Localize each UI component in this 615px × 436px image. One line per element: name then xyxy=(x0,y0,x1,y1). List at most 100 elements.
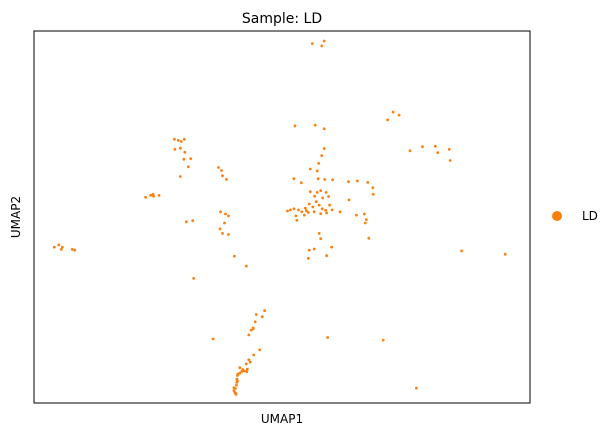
data-point xyxy=(448,159,452,162)
data-point xyxy=(317,232,321,235)
data-point xyxy=(70,248,74,251)
data-point xyxy=(179,140,183,143)
data-point xyxy=(292,177,296,181)
data-point xyxy=(238,366,242,370)
data-point xyxy=(178,146,182,150)
chart-title: Sample: LD xyxy=(242,11,322,27)
data-point xyxy=(302,213,306,217)
data-point xyxy=(366,181,370,184)
data-point xyxy=(247,333,251,337)
data-point xyxy=(297,208,300,212)
data-point xyxy=(217,166,220,169)
data-point xyxy=(316,177,320,181)
data-point xyxy=(182,137,186,141)
data-point xyxy=(289,208,292,212)
data-point xyxy=(391,110,395,114)
data-point xyxy=(253,320,257,324)
data-point xyxy=(244,264,248,268)
data-point xyxy=(258,348,262,352)
data-point xyxy=(367,236,371,240)
data-point xyxy=(307,202,311,206)
data-point xyxy=(328,203,331,207)
data-point xyxy=(59,248,63,251)
data-point xyxy=(311,205,315,209)
data-point xyxy=(326,336,329,339)
data-point xyxy=(292,207,296,211)
data-point xyxy=(325,254,328,258)
data-point xyxy=(245,367,249,371)
data-point xyxy=(183,150,187,154)
data-point xyxy=(319,189,323,193)
data-point xyxy=(236,374,239,377)
data-point xyxy=(503,252,507,256)
data-point xyxy=(191,219,195,223)
data-point xyxy=(60,245,64,249)
data-point xyxy=(144,195,148,199)
data-point xyxy=(322,147,326,151)
data-point xyxy=(347,180,350,184)
data-point xyxy=(415,386,418,390)
data-point xyxy=(293,124,297,128)
data-point xyxy=(235,381,239,384)
legend: LD xyxy=(552,209,598,223)
data-point xyxy=(252,353,256,357)
data-point xyxy=(310,42,314,45)
data-point xyxy=(57,243,61,247)
data-point xyxy=(233,254,236,258)
data-point xyxy=(322,39,326,43)
points-layer xyxy=(52,39,507,396)
data-point xyxy=(324,191,328,194)
data-point xyxy=(260,315,264,319)
y-axis-label: UMAP2 xyxy=(9,196,23,238)
data-point xyxy=(381,338,385,342)
data-point xyxy=(300,210,304,214)
data-point xyxy=(313,194,317,198)
data-point xyxy=(371,186,375,190)
data-point xyxy=(320,207,324,211)
data-point xyxy=(317,203,321,207)
data-point xyxy=(308,167,312,171)
data-point xyxy=(234,387,237,390)
data-point xyxy=(182,157,186,161)
data-point xyxy=(371,192,375,196)
data-point xyxy=(186,165,190,169)
data-point xyxy=(312,210,316,214)
data-point xyxy=(189,157,193,161)
data-point xyxy=(303,206,307,210)
data-point xyxy=(254,313,258,316)
data-point xyxy=(307,248,311,252)
legend-label-ld: LD xyxy=(582,209,598,223)
legend-marker-ld xyxy=(552,211,562,221)
data-point xyxy=(225,178,228,181)
data-point xyxy=(408,149,412,153)
data-point xyxy=(364,218,368,222)
data-point xyxy=(319,212,323,216)
data-point xyxy=(315,191,319,194)
data-point xyxy=(306,256,310,260)
data-point xyxy=(52,245,56,249)
data-point xyxy=(315,169,319,173)
data-point xyxy=(308,190,312,194)
data-point xyxy=(330,208,334,212)
data-point xyxy=(242,369,246,373)
data-point xyxy=(433,144,437,148)
data-point xyxy=(227,233,230,236)
data-point xyxy=(304,209,308,213)
data-point xyxy=(299,181,303,185)
data-point xyxy=(323,178,327,181)
data-point xyxy=(421,145,424,149)
data-point xyxy=(220,169,223,172)
x-axis-label: UMAP1 xyxy=(261,412,303,426)
data-point xyxy=(173,147,177,151)
data-point xyxy=(157,194,161,197)
data-point xyxy=(330,245,333,249)
data-point xyxy=(235,383,238,387)
data-point xyxy=(363,221,367,225)
data-point xyxy=(245,370,249,374)
data-point xyxy=(294,214,298,218)
data-point xyxy=(244,362,248,366)
data-point xyxy=(447,147,451,151)
data-point xyxy=(312,247,316,251)
data-point xyxy=(327,195,330,198)
